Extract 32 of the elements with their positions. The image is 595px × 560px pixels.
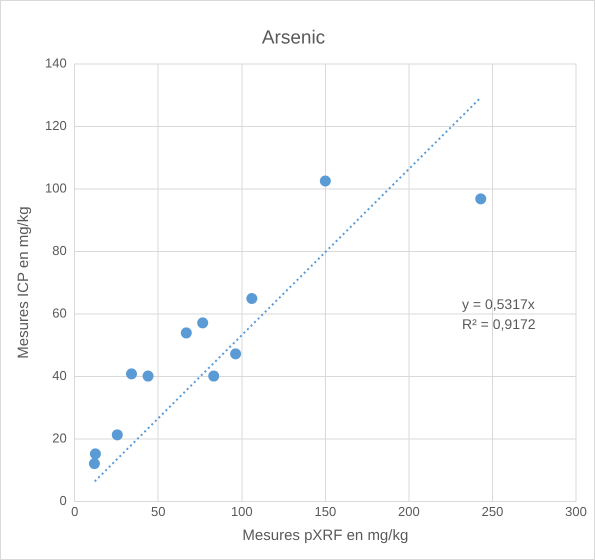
x-tick-label: 0 [71, 504, 78, 519]
y-tick-label: 40 [52, 368, 67, 383]
y-tick-label: 140 [44, 55, 67, 70]
point [320, 176, 331, 187]
annotation: y = 0,5317x [462, 296, 535, 312]
point [112, 429, 123, 440]
point [208, 370, 220, 382]
point [246, 293, 258, 304]
annotation: R² = 0,9172 [462, 316, 536, 332]
x-tick-label: 250 [482, 504, 504, 519]
point [90, 448, 101, 460]
point [142, 370, 154, 382]
point [88, 458, 100, 470]
y-tick-label: 60 [52, 305, 67, 320]
point [180, 327, 192, 338]
y-tick-label: 80 [52, 242, 67, 258]
chart-title: Arsenic [262, 28, 326, 49]
y-tick-label: 20 [52, 430, 67, 446]
x-tick-label: 300 [565, 504, 587, 519]
y-axis-title: Mesures ICP en mg/kg [15, 206, 32, 359]
y-tick-label: 100 [44, 180, 67, 196]
x-tick-label: 50 [151, 504, 166, 519]
y-tick-label: 0 [59, 492, 67, 508]
x-axis-title: Mesures pXRF en mg/kg [242, 527, 408, 544]
point [126, 368, 138, 380]
point [197, 317, 208, 328]
y-tick-label: 120 [44, 118, 67, 133]
x-tick-label: 150 [314, 504, 336, 519]
x-tick-label: 100 [230, 504, 253, 519]
x-tick-label: 200 [398, 504, 420, 519]
point [230, 348, 242, 360]
point [475, 193, 486, 204]
